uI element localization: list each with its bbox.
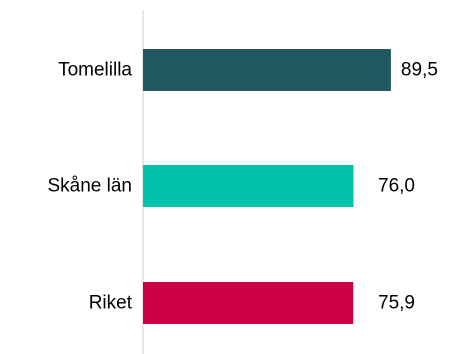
bar-2 <box>143 282 354 324</box>
bar-0 <box>143 49 391 91</box>
category-label-1: Skåne län <box>47 176 132 197</box>
value-label-2: 75,9 <box>378 293 415 314</box>
category-label-0: Tomelilla <box>58 60 132 81</box>
category-label-2: Riket <box>89 293 133 314</box>
value-label-1: 76,0 <box>378 176 415 197</box>
value-label-0: 89,5 <box>401 60 438 81</box>
bar-1 <box>143 165 354 207</box>
